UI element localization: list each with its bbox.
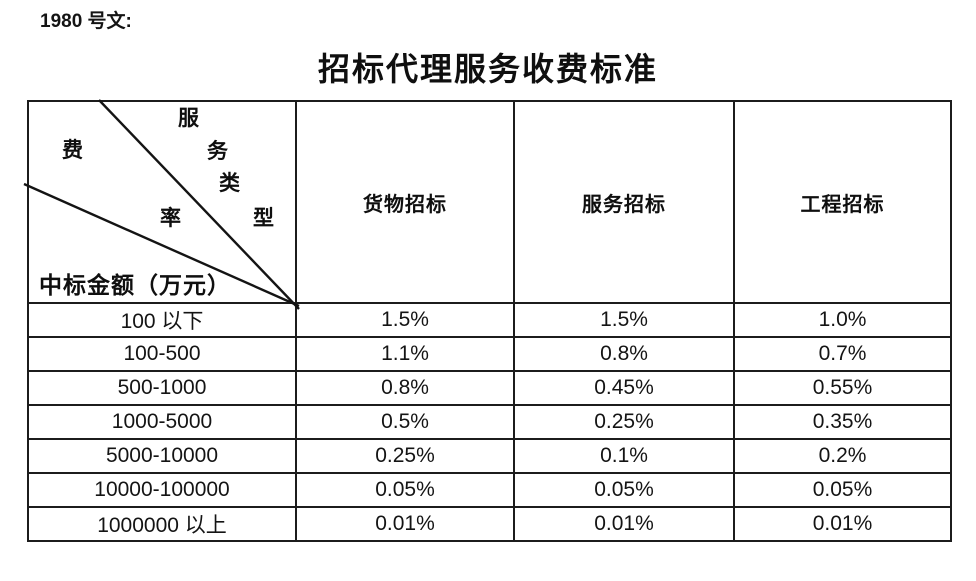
rate-value-cell: 0.05% (295, 472, 515, 508)
rate-value-cell: 1.5% (513, 302, 735, 338)
rate-value-cell: 0.5% (295, 404, 515, 440)
row-range-cell: 100-500 (27, 336, 297, 372)
rate-value-cell: 0.55% (733, 370, 952, 406)
rate-value-cell: 0.25% (513, 404, 735, 440)
rate-value-cell: 0.8% (295, 370, 515, 406)
row-range-cell: 10000-100000 (27, 472, 297, 508)
column-header-goods: 货物招标 (295, 100, 515, 304)
page-title: 招标代理服务收费标准 (317, 51, 658, 87)
service-type-char: 务 (207, 139, 228, 163)
rate-char: 费 (62, 138, 83, 162)
service-type-char: 服 (178, 106, 199, 130)
document-ref-label: 1980 号文: (40, 11, 132, 32)
rate-value-cell: 0.01% (733, 506, 952, 542)
table-row: 100-500 1.1% 0.8% 0.7% (27, 336, 952, 372)
rate-value-cell: 1.0% (733, 302, 952, 338)
rate-value-cell: 0.25% (295, 438, 515, 474)
rate-value-cell: 0.01% (295, 506, 515, 542)
row-range-cell: 500-1000 (27, 370, 297, 406)
amount-header-label: 中标金额（万元） (39, 273, 231, 298)
column-header-service: 服务招标 (513, 100, 735, 304)
rate-value-cell: 0.01% (513, 506, 735, 542)
rate-char: 率 (160, 206, 181, 230)
table-row: 100 以下 1.5% 1.5% 1.0% (27, 302, 952, 338)
column-header-engineering: 工程招标 (733, 100, 952, 304)
rate-value-cell: 0.45% (513, 370, 735, 406)
service-type-char: 型 (253, 206, 274, 230)
rate-value-cell: 0.7% (733, 336, 952, 372)
table-row: 10000-100000 0.05% 0.05% 0.05% (27, 472, 952, 508)
fee-table: 服 务 类 型 费 率 中标金额（万元） 货物招标 服务招标 工程招标 100 … (23, 99, 952, 542)
rate-value-cell: 0.05% (733, 472, 952, 508)
table-row: 500-1000 0.8% 0.45% 0.55% (27, 370, 952, 406)
rate-value-cell: 0.05% (513, 472, 735, 508)
rate-value-cell: 0.2% (733, 438, 952, 474)
rate-value-cell: 0.1% (513, 438, 735, 474)
row-range-cell: 1000-5000 (27, 404, 297, 440)
service-type-char: 类 (219, 171, 240, 195)
table-row: 1000000 以上 0.01% 0.01% 0.01% (27, 506, 952, 542)
table-row: 1000-5000 0.5% 0.25% 0.35% (27, 404, 952, 440)
header-row: 服 务 类 型 费 率 中标金额（万元） 货物招标 服务招标 工程招标 (23, 99, 952, 310)
table-row: 5000-10000 0.25% 0.1% 0.2% (27, 438, 952, 474)
rate-value-cell: 1.5% (295, 302, 515, 338)
rate-value-cell: 0.8% (513, 336, 735, 372)
rate-value-cell: 1.1% (295, 336, 515, 372)
row-range-cell: 100 以下 (27, 302, 297, 338)
row-range-cell: 1000000 以上 (27, 506, 297, 542)
corner-cell: 服 务 类 型 费 率 中标金额（万元） (23, 99, 300, 310)
row-range-cell: 5000-10000 (27, 438, 297, 474)
rate-value-cell: 0.35% (733, 404, 952, 440)
